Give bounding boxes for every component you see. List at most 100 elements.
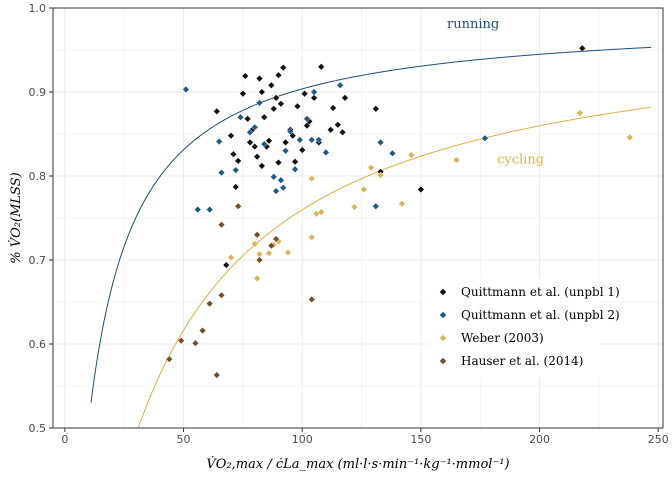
point-quittmann-et-al-unpbl-1 [277,100,285,108]
point-quittmann-et-al-unpbl-2 [296,136,304,144]
point-quittmann-et-al-unpbl-2 [303,115,311,123]
point-hauser-et-al-2014 [213,371,221,379]
point-quittmann-et-al-unpbl-2 [194,206,202,214]
y-tick-label: 1.0 [29,2,47,15]
y-axis-title: % V̇O₂(MLSS) [8,172,24,263]
point-weber-2003 [253,274,261,283]
point-weber-2003 [284,248,292,257]
point-quittmann-et-al-unpbl-1 [227,132,235,140]
point-hauser-et-al-2014 [217,291,226,299]
point-hauser-et-al-2014 [217,221,226,229]
point-quittmann-et-al-unpbl-1 [293,102,302,110]
point-weber-2003 [308,233,316,241]
point-quittmann-et-al-unpbl-1 [317,63,325,71]
point-quittmann-et-al-unpbl-1 [239,90,247,98]
point-quittmann-et-al-unpbl-2 [272,187,280,195]
point-hauser-et-al-2014 [272,235,280,243]
point-quittmann-et-al-unpbl-1 [251,143,259,151]
legend-label-quittmann-et-al-unpbl-1: Quittmann et al. (unpbl 1) [461,285,620,299]
point-quittmann-et-al-unpbl-1 [272,94,280,102]
point-quittmann-et-al-unpbl-2 [279,184,287,192]
curve-labels: running cycling [447,17,544,167]
point-quittmann-et-al-unpbl-1 [253,153,261,161]
point-quittmann-et-al-unpbl-2 [322,148,330,157]
point-quittmann-et-al-unpbl-1 [338,128,347,136]
point-quittmann-et-al-unpbl-1 [265,137,273,145]
point-quittmann-et-al-unpbl-2 [315,136,323,144]
point-weber-2003 [360,185,368,194]
point-quittmann-et-al-unpbl-1 [260,113,268,121]
point-hauser-et-al-2014 [234,202,242,210]
x-axis-title: V̇O₂,max / ċLa_max (ml·l·s·min⁻¹·kg⁻¹·mm… [206,456,509,472]
point-quittmann-et-al-unpbl-2 [291,165,299,173]
point-quittmann-et-al-unpbl-2 [232,166,240,174]
x-tick-label: 200 [529,433,550,446]
point-quittmann-et-al-unpbl-1 [417,185,425,194]
point-quittmann-et-al-unpbl-1 [301,90,309,98]
point-quittmann-et-al-unpbl-1 [291,158,299,166]
point-quittmann-et-al-unpbl-1 [334,121,342,129]
point-quittmann-et-al-unpbl-2 [376,138,385,146]
fitted-curves [90,46,652,428]
y-tick-label: 0.8 [29,170,47,183]
point-quittmann-et-al-unpbl-2 [246,128,254,136]
point-quittmann-et-al-unpbl-1 [282,138,290,146]
point-weber-2003 [398,200,406,208]
x-tick-label: 250 [648,433,669,446]
x-tick-label: 150 [410,433,431,446]
legend-key-quittmann-et-al-unpbl-2 [439,311,447,319]
point-weber-2003 [576,109,584,117]
point-quittmann-et-al-unpbl-2 [270,173,278,181]
point-quittmann-et-al-unpbl-2 [251,123,259,131]
point-quittmann-et-al-unpbl-2 [336,81,344,89]
point-quittmann-et-al-unpbl-1 [213,107,221,115]
point-weber-2003 [265,249,273,257]
point-weber-2003 [407,151,415,159]
legend-key-quittmann-et-al-unpbl-1 [439,288,447,296]
point-quittmann-et-al-unpbl-1 [232,183,240,191]
x-tick-label: 100 [292,433,313,446]
point-quittmann-et-al-unpbl-1 [255,74,264,83]
point-quittmann-et-al-unpbl-2 [236,113,245,121]
y-tick-label: 0.7 [29,254,47,267]
point-weber-2003 [367,164,375,172]
point-quittmann-et-al-unpbl-2 [260,140,268,148]
point-quittmann-et-al-unpbl-2 [255,99,264,107]
y-tick-label: 0.5 [29,422,47,435]
point-weber-2003 [308,174,316,183]
point-quittmann-et-al-unpbl-1 [310,94,318,102]
point-quittmann-et-al-unpbl-2 [282,147,290,155]
point-hauser-et-al-2014 [267,242,275,250]
point-quittmann-et-al-unpbl-1 [279,64,287,72]
legend: Quittmann et al. (unpbl 1) Quittmann et a… [428,278,620,378]
point-quittmann-et-al-unpbl-2 [277,176,285,184]
point-quittmann-et-al-unpbl-1 [274,158,283,167]
point-quittmann-et-al-unpbl-1 [222,261,230,269]
point-quittmann-et-al-unpbl-2 [388,149,396,157]
point-weber-2003 [452,156,461,164]
point-quittmann-et-al-unpbl-1 [298,146,306,154]
panel-border [52,7,664,429]
point-quittmann-et-al-unpbl-2 [310,88,318,96]
legend-label-hauser-et-al-2014: Hauser et al. (2014) [461,354,583,368]
point-quittmann-et-al-unpbl-2 [217,169,226,177]
point-weber-2003 [376,171,385,179]
point-weber-2003 [317,208,325,216]
point-quittmann-et-al-unpbl-1 [341,94,349,102]
legend-key-weber-2003 [439,334,447,342]
point-quittmann-et-al-unpbl-2 [372,202,380,210]
curve-cycling [137,106,652,428]
point-quittmann-et-al-unpbl-2 [206,206,214,214]
curve-label-running: running [447,17,499,32]
legend-key-hauser-et-al-2014 [439,357,447,365]
x-tick-label: 50 [177,433,191,446]
point-hauser-et-al-2014 [255,256,264,264]
point-quittmann-et-al-unpbl-1 [274,71,283,79]
legend-background [428,278,600,378]
point-quittmann-et-al-unpbl-2 [215,137,223,146]
point-quittmann-et-al-unpbl-2 [182,85,190,94]
point-quittmann-et-al-unpbl-2 [481,134,489,142]
point-quittmann-et-al-unpbl-1 [258,88,266,96]
x-tick-label: 0 [61,433,68,446]
